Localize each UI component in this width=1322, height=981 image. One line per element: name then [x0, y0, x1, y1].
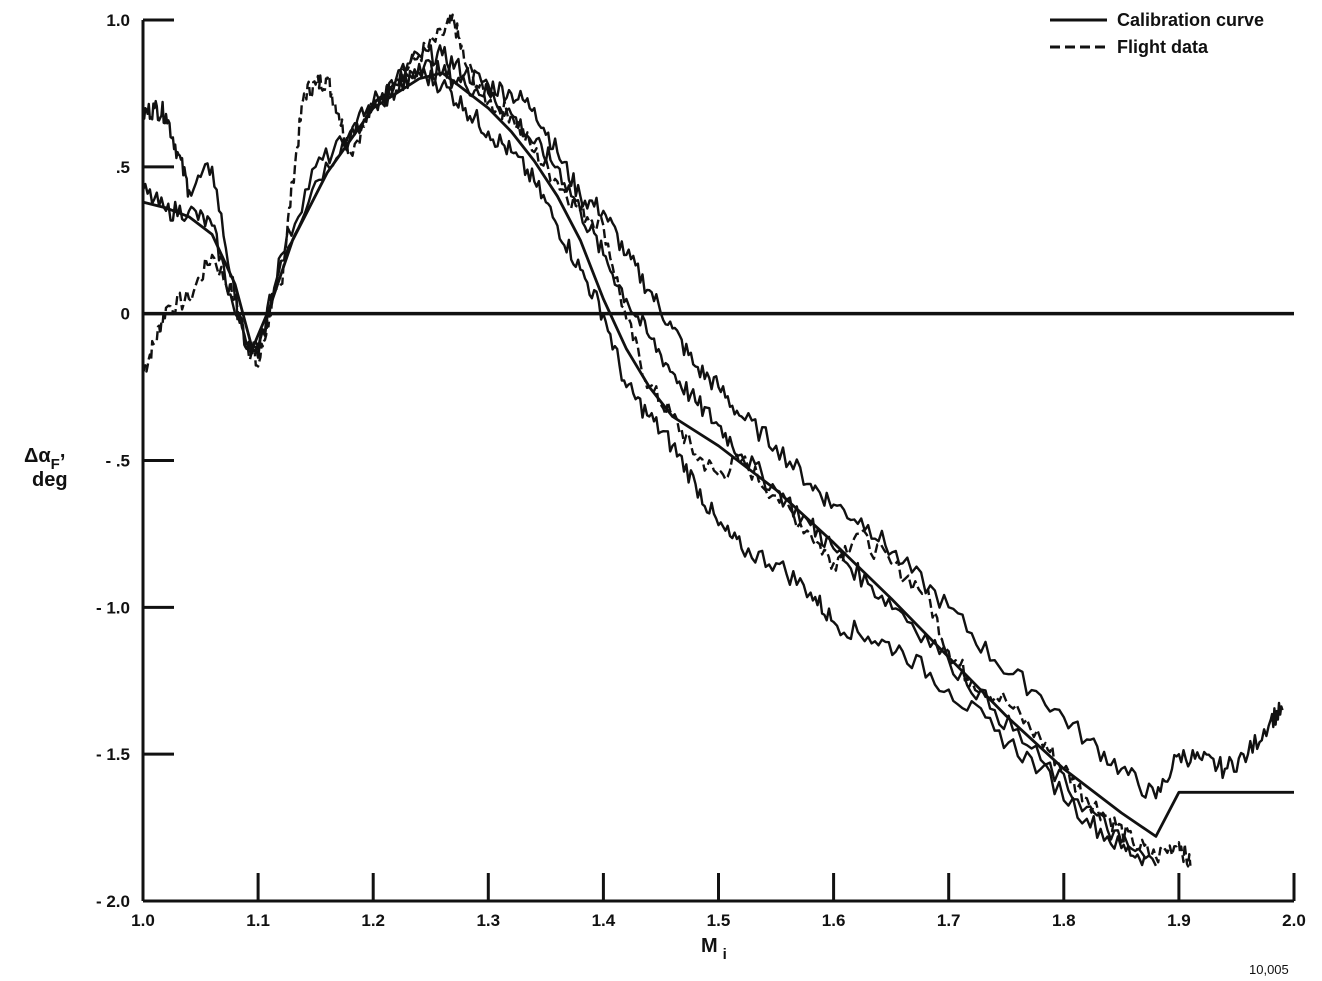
figure-number: 10,005	[1249, 962, 1289, 977]
x-tick-label: 1.6	[822, 911, 846, 930]
y-axis-label-suffix: ,	[60, 440, 66, 462]
y-axis-label-line2: deg	[32, 469, 68, 491]
legend: Calibration curve Flight data	[1050, 10, 1264, 57]
x-tick-label: 1.5	[707, 911, 731, 930]
x-tick-label: 1.9	[1167, 911, 1191, 930]
series-layer	[141, 13, 1294, 868]
ticks: 1.0 1.1 1.2 1.3 1.4 1.5 1.6 1.7 1.8 1.9 2.0 1.0 .5 0 -…	[96, 11, 1306, 930]
x-tick-label: 2.0	[1282, 911, 1306, 930]
y-tick-label: .5	[116, 158, 130, 177]
x-tick-label: 1.0	[131, 911, 155, 930]
x-tick-label: 1.4	[592, 911, 616, 930]
x-tick-label: 1.3	[476, 911, 500, 930]
y-tick-label: - 1.0	[96, 598, 130, 617]
y-axis-label-line1: ΔαF,	[24, 440, 65, 473]
y-tick-label: 0	[121, 305, 130, 324]
series-calibration-curve	[142, 71, 1294, 838]
x-tick-label: 1.2	[361, 911, 385, 930]
x-tick-label: 1.8	[1052, 911, 1076, 930]
y-axis-label-sub: F	[51, 456, 60, 473]
series-flight-trace	[372, 59, 1157, 867]
y-tick-label: - 1.5	[96, 745, 130, 764]
x-axis-label-sub: i	[723, 946, 727, 963]
y-tick-label: - 2.0	[96, 892, 130, 911]
y-axis-label-main: Δα	[24, 445, 51, 467]
series-flight-trace	[141, 67, 1146, 867]
legend-label-flight: Flight data	[1117, 37, 1209, 57]
x-tick-label: 1.7	[937, 911, 961, 930]
x-tick-label: 1.1	[246, 911, 270, 930]
legend-label-calibration: Calibration curve	[1117, 10, 1264, 30]
x-axis-label-main: M	[701, 935, 718, 957]
series-flight-data	[141, 13, 1192, 868]
y-tick-label: - .5	[105, 452, 130, 471]
y-tick-label: 1.0	[106, 11, 130, 30]
